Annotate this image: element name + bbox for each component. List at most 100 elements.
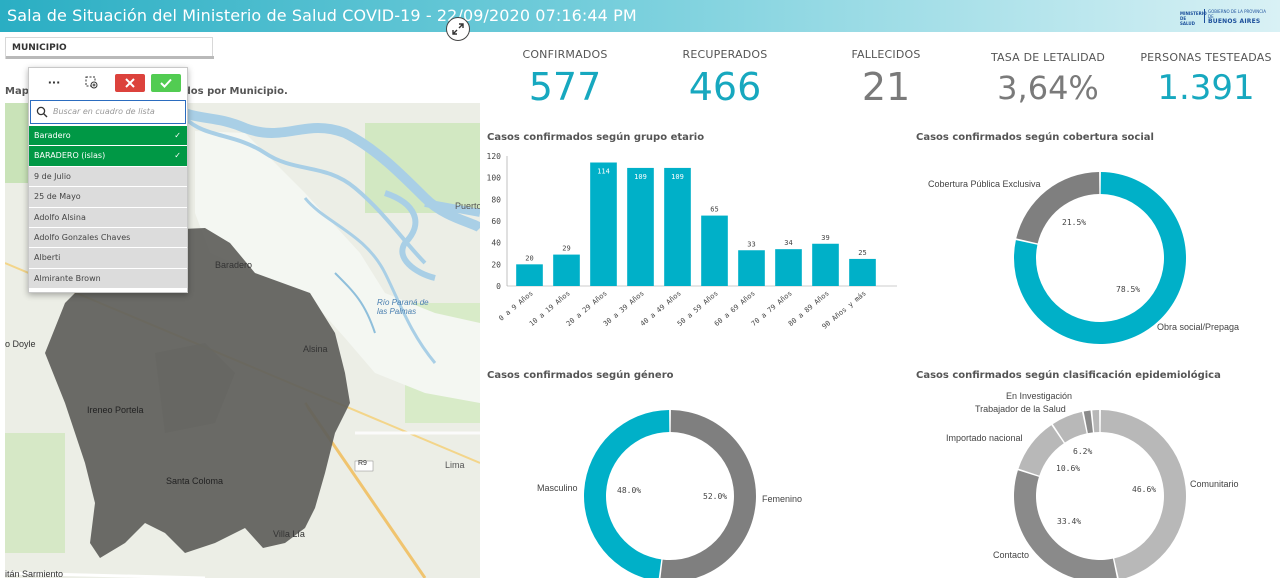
listbox-item-label: 25 de Mayo: [34, 192, 81, 202]
search-icon: [36, 106, 48, 118]
donut-slice[interactable]: [1016, 172, 1100, 244]
bar[interactable]: [627, 167, 654, 286]
bar[interactable]: [553, 254, 580, 286]
listbox-item-label: BARADERO (islas): [34, 151, 106, 161]
epi-pct-comunitario: 46.6%: [1132, 485, 1157, 494]
kpi-value: 466: [688, 65, 762, 109]
bar-value-label: 39: [821, 234, 829, 242]
kpi-label: FALLECIDOS: [851, 48, 921, 61]
close-icon: [125, 78, 135, 88]
listbox-toolbar: ···: [29, 68, 187, 98]
listbox-item[interactable]: BARADERO (islas) ✓: [29, 146, 187, 167]
map-place-label: Santa Coloma: [166, 476, 224, 486]
listbox-search-field[interactable]: Buscar en cuadro de lista: [30, 100, 186, 124]
kpi-value: 1.391: [1157, 68, 1255, 108]
y-tick-label: 60: [491, 217, 501, 226]
bar[interactable]: [664, 167, 691, 286]
epi-pct-trabajador: 6.2%: [1073, 447, 1093, 456]
map-place-label: Baradero: [215, 260, 253, 270]
fullscreen-toggle-button[interactable]: [446, 17, 470, 41]
coverage-pct-publica: 21.5%: [1062, 218, 1087, 227]
donut-slice[interactable]: [1052, 411, 1087, 443]
epi-label-comunitario: Comunitario: [1190, 479, 1239, 489]
map-place-label: Lima: [445, 460, 465, 470]
listbox-item[interactable]: Alberti: [29, 248, 187, 269]
map-title: Mapa dos por Municipio.: [5, 86, 288, 97]
bar-value-label: 114: [597, 168, 610, 176]
map-title-start: Mapa: [5, 86, 36, 97]
gender-donut-chart[interactable]: [570, 398, 770, 578]
bar[interactable]: [701, 215, 728, 286]
epi-label-investigacion: En Investigación: [1006, 391, 1073, 401]
bar[interactable]: [590, 162, 617, 287]
bar-value-label: 34: [784, 239, 792, 247]
donut-slice[interactable]: [584, 410, 670, 578]
kpi-label: PERSONAS TESTEADAS: [1140, 51, 1272, 64]
kpi-value: 21: [861, 65, 911, 109]
bar-value-label: 109: [671, 173, 684, 181]
select-tool-icon: [85, 76, 98, 89]
y-tick-label: 80: [491, 195, 501, 204]
listbox-item[interactable]: Adolfo Alsina: [29, 207, 187, 228]
donut-slice[interactable]: [660, 410, 756, 578]
listbox-item[interactable]: Adolfo Gonzales Chaves: [29, 227, 187, 249]
bar[interactable]: [775, 249, 802, 286]
gender-pct-masculino: 48.0%: [617, 486, 642, 495]
province-logo-small: GOBIERNO DE LA PROVINCIA DE: [1208, 9, 1266, 19]
confirm-selection-button[interactable]: [151, 74, 181, 92]
kpi-confirmados: CONFIRMADOS 577: [505, 48, 625, 109]
donut-slice[interactable]: [1083, 410, 1093, 434]
map-route-label: R9: [358, 460, 367, 467]
coverage-label-obra-social: Obra social/Prepaga: [1157, 322, 1240, 332]
bar[interactable]: [738, 250, 765, 286]
coverage-pct-obra-social: 78.5%: [1116, 285, 1141, 294]
epidemiological-donut-chart[interactable]: [1000, 398, 1200, 578]
page-title: Sala de Situación del Ministerio de Salu…: [7, 6, 637, 25]
ministry-logo: MINISTERIO DE SALUD GOBIERNO DE LA PROVI…: [1180, 8, 1272, 26]
map-place-label: Villa Lía: [273, 529, 305, 539]
donut-slice[interactable]: [1018, 425, 1064, 476]
municipio-filter-label: MUNICIPIO: [12, 43, 67, 53]
listbox-item[interactable]: Almirante Brown: [29, 268, 187, 290]
listbox-item[interactable]: Baradero ✓: [29, 126, 187, 147]
bar-value-label: 25: [858, 249, 866, 257]
kpi-recuperados: RECUPERADOS 466: [665, 48, 785, 109]
municipio-filter[interactable]: MUNICIPIO: [5, 37, 214, 59]
more-options-button[interactable]: ···: [47, 76, 61, 89]
gender-label-masculino: Masculino: [537, 483, 578, 493]
app-header: Sala de Situación del Ministerio de Salu…: [0, 0, 1280, 32]
epi-pct-contacto: 33.4%: [1057, 517, 1082, 526]
y-tick-label: 40: [491, 239, 501, 248]
chart-title-epidemiological: Casos confirmados según clasificación ep…: [916, 370, 1221, 381]
listbox-items: Baradero ✓ BARADERO (islas) ✓ 9 de Julio 25 d…: [29, 126, 187, 290]
donut-slice[interactable]: [1092, 410, 1100, 433]
listbox-item[interactable]: 9 de Julio: [29, 166, 187, 188]
bar[interactable]: [812, 243, 839, 286]
check-icon: ✓: [174, 151, 181, 161]
bar[interactable]: [849, 258, 876, 286]
listbox-item-label: 9 de Julio: [34, 171, 71, 181]
coverage-donut-chart[interactable]: [1000, 160, 1200, 360]
bar-value-label: 20: [525, 254, 533, 262]
listbox-item[interactable]: 25 de Mayo: [29, 187, 187, 208]
y-tick-label: 0: [496, 282, 501, 291]
map-title-end: dos por Municipio.: [183, 86, 288, 97]
donut-slice[interactable]: [1014, 470, 1117, 578]
bar-value-label: 109: [634, 173, 647, 181]
selection-tools-button[interactable]: [79, 74, 105, 92]
map-place-label: Alsina: [303, 344, 328, 354]
kpi-tasa-letalidad: TASA DE LETALIDAD 3,64%: [978, 51, 1118, 108]
map-place-label: o Doyle: [5, 339, 36, 349]
gender-pct-femenino: 52.0%: [703, 492, 728, 501]
epi-label-trabajador: Trabajador de la Salud: [975, 404, 1066, 414]
y-tick-label: 20: [491, 260, 501, 269]
province-logo-text: GOBIERNO DE LA PROVINCIA DE BUENOS AIRES: [1208, 9, 1268, 25]
donut-slice[interactable]: [1100, 410, 1186, 578]
bar[interactable]: [516, 264, 543, 286]
y-tick-label: 100: [487, 174, 501, 183]
listbox-item-label: Adolfo Alsina: [34, 212, 86, 222]
municipio-listbox: ··· Buscar en cuadro de lista Baradero ✓ B…: [28, 67, 188, 293]
map-place-label: Ireneo Portela: [87, 405, 144, 415]
cancel-selection-button[interactable]: [115, 74, 145, 92]
